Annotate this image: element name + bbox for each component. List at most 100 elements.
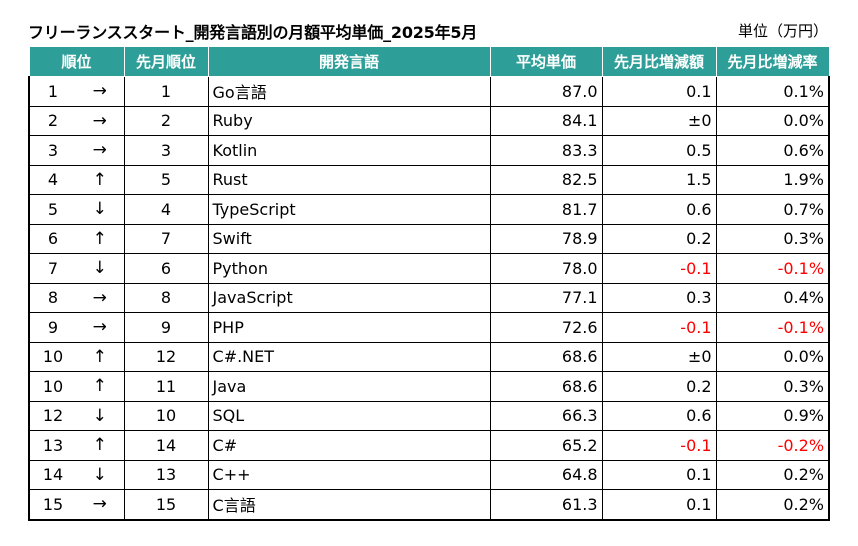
- table-row: 15 → 15 C言語 61.3 0.1 0.2%: [28, 489, 831, 521]
- prev-rank-cell: 2: [123, 105, 209, 136]
- rate-cell: 0.2%: [715, 489, 831, 521]
- rank-cell: 9: [28, 312, 76, 343]
- avg-price-cell: 68.6: [489, 341, 603, 372]
- prev-rank-cell: 1: [123, 76, 209, 107]
- trend-arrow-icon: ↑: [76, 430, 125, 461]
- diff-cell: -0.1: [601, 253, 717, 284]
- avg-price-cell: 82.5: [489, 164, 603, 195]
- prev-rank-cell: 8: [123, 282, 209, 313]
- avg-price-cell: 78.0: [489, 253, 603, 284]
- language-cell: Java: [207, 371, 491, 402]
- rate-cell: 0.3%: [715, 371, 831, 402]
- header-avg-price: 平均単価: [489, 46, 603, 77]
- rank-cell: 3: [28, 135, 76, 166]
- table-row: 2 → 2 Ruby 84.1 ±0 0.0%: [28, 105, 831, 136]
- header-diff: 先月比増減額: [601, 46, 717, 77]
- diff-cell: 0.3: [601, 282, 717, 313]
- prev-rank-cell: 10: [123, 400, 209, 431]
- language-cell: Go言語: [207, 76, 491, 107]
- rank-cell: 6: [28, 223, 76, 254]
- table-row: 9 → 9 PHP 72.6 -0.1 -0.1%: [28, 312, 831, 343]
- header-language: 開発言語: [207, 46, 491, 77]
- language-cell: TypeScript: [207, 194, 491, 225]
- rate-cell: 0.0%: [715, 105, 831, 136]
- diff-cell: 0.6: [601, 400, 717, 431]
- trend-arrow-icon: →: [76, 282, 125, 313]
- table-row: 14 ↓ 13 C++ 64.8 0.1 0.2%: [28, 459, 831, 490]
- trend-arrow-icon: →: [76, 135, 125, 166]
- rate-cell: -0.1%: [715, 312, 831, 343]
- table-row: 7 ↓ 6 Python 78.0 -0.1 -0.1%: [28, 253, 831, 284]
- rank-cell: 8: [28, 282, 76, 313]
- diff-cell: 0.1: [601, 459, 717, 490]
- rate-cell: 0.6%: [715, 135, 831, 166]
- rank-cell: 15: [28, 489, 76, 521]
- trend-arrow-icon: →: [76, 489, 125, 521]
- rate-cell: 0.0%: [715, 341, 831, 372]
- language-cell: Ruby: [207, 105, 491, 136]
- trend-arrow-icon: →: [76, 312, 125, 343]
- diff-cell: -0.1: [601, 312, 717, 343]
- rank-cell: 5: [28, 194, 76, 225]
- prev-rank-cell: 15: [123, 489, 209, 521]
- rank-cell: 10: [28, 371, 76, 402]
- avg-price-cell: 68.6: [489, 371, 603, 402]
- unit-label: 単位（万円）: [737, 22, 828, 40]
- ranking-table: 順位 先月順位 開発言語 平均単価 先月比増減額 先月比増減率 1 → 1 Go言語 8…: [28, 46, 831, 521]
- language-cell: C言語: [207, 489, 491, 521]
- trend-arrow-icon: →: [76, 76, 125, 107]
- avg-price-cell: 77.1: [489, 282, 603, 313]
- language-cell: Kotlin: [207, 135, 491, 166]
- table-row: 1 → 1 Go言語 87.0 0.1 0.1%: [28, 76, 831, 107]
- diff-cell: 0.5: [601, 135, 717, 166]
- rate-cell: 0.9%: [715, 400, 831, 431]
- language-cell: Swift: [207, 223, 491, 254]
- rank-cell: 10: [28, 341, 76, 372]
- header-prev-rank: 先月順位: [123, 46, 209, 77]
- diff-cell: ±0: [601, 105, 717, 136]
- avg-price-cell: 83.3: [489, 135, 603, 166]
- table-row: 6 ↑ 7 Swift 78.9 0.2 0.3%: [28, 223, 831, 254]
- prev-rank-cell: 3: [123, 135, 209, 166]
- prev-rank-cell: 7: [123, 223, 209, 254]
- avg-price-cell: 87.0: [489, 76, 603, 107]
- rate-cell: 0.2%: [715, 459, 831, 490]
- prev-rank-cell: 14: [123, 430, 209, 461]
- table-row: 10 ↑ 12 C#.NET 68.6 ±0 0.0%: [28, 341, 831, 372]
- rank-cell: 14: [28, 459, 76, 490]
- avg-price-cell: 84.1: [489, 105, 603, 136]
- prev-rank-cell: 4: [123, 194, 209, 225]
- rank-cell: 1: [28, 76, 76, 107]
- trend-arrow-icon: ↓: [76, 400, 125, 431]
- avg-price-cell: 72.6: [489, 312, 603, 343]
- avg-price-cell: 65.2: [489, 430, 603, 461]
- rate-cell: 0.4%: [715, 282, 831, 313]
- diff-cell: 0.1: [601, 76, 717, 107]
- rate-cell: 0.1%: [715, 76, 831, 107]
- trend-arrow-icon: →: [76, 105, 125, 136]
- rate-cell: 0.7%: [715, 194, 831, 225]
- language-cell: JavaScript: [207, 282, 491, 313]
- rank-cell: 12: [28, 400, 76, 431]
- prev-rank-cell: 11: [123, 371, 209, 402]
- rank-cell: 13: [28, 430, 76, 461]
- prev-rank-cell: 5: [123, 164, 209, 195]
- page-title: フリーランススタート_開発言語別の月額平均単価_2025年5月: [28, 23, 478, 42]
- rate-cell: -0.2%: [715, 430, 831, 461]
- trend-arrow-icon: ↑: [76, 341, 125, 372]
- avg-price-cell: 64.8: [489, 459, 603, 490]
- trend-arrow-icon: ↑: [76, 371, 125, 402]
- table-body: 1 → 1 Go言語 87.0 0.1 0.1% 2 → 2 Ruby 84.1 ±0 0.0% 3 → 3 Ko…: [28, 76, 831, 521]
- rank-cell: 2: [28, 105, 76, 136]
- header-rank: 順位: [28, 46, 125, 77]
- language-cell: SQL: [207, 400, 491, 431]
- trend-arrow-icon: ↓: [76, 459, 125, 490]
- avg-price-cell: 78.9: [489, 223, 603, 254]
- prev-rank-cell: 12: [123, 341, 209, 372]
- diff-cell: 0.6: [601, 194, 717, 225]
- rate-cell: -0.1%: [715, 253, 831, 284]
- table-header: 順位 先月順位 開発言語 平均単価 先月比増減額 先月比増減率: [28, 46, 830, 77]
- diff-cell: -0.1: [601, 430, 717, 461]
- language-cell: C#.NET: [207, 341, 491, 372]
- diff-cell: 0.2: [601, 223, 717, 254]
